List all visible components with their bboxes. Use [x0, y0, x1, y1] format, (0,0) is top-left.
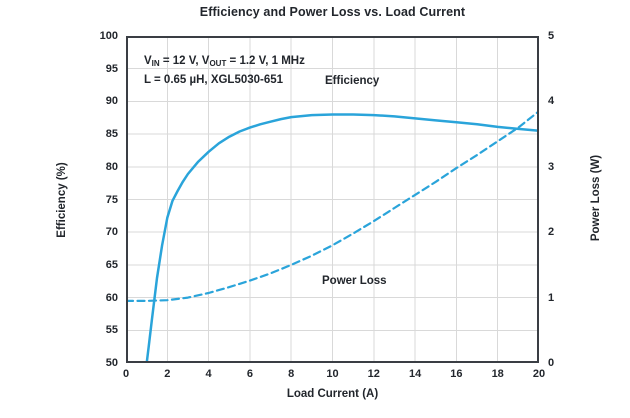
- right-tick-label: 2: [548, 226, 555, 239]
- left-tick-label: 60: [105, 291, 118, 304]
- x-tick-label: 14: [408, 368, 422, 380]
- right-tick-label: 0: [548, 357, 555, 369]
- efficiency-curve-label: Efficiency: [325, 75, 380, 87]
- left-tick-label: 65: [105, 258, 118, 271]
- efficiency-curve: [145, 113, 539, 363]
- right-tick-label: 5: [548, 30, 555, 42]
- x-tick-label: 18: [491, 368, 504, 380]
- power-loss-curve-label: Power Loss: [322, 275, 387, 287]
- x-tick-label: 2: [164, 368, 171, 380]
- left-tick-label: 75: [105, 193, 118, 206]
- left-tick-label: 95: [105, 62, 118, 75]
- x-tick-label: 12: [367, 368, 380, 380]
- left-tick-label: 50: [105, 357, 118, 369]
- chart-title: Efficiency and Power Loss vs. Load Curre…: [199, 5, 466, 19]
- right-axis-title: Power Loss (W): [590, 154, 602, 242]
- annotation-line-2: L = 0.65 µH, XGL5030-651: [144, 74, 284, 86]
- left-tick-label: 100: [99, 30, 118, 42]
- x-tick-label: 16: [450, 368, 463, 380]
- left-tick-label: 85: [105, 128, 118, 141]
- annotation-line-1: VIN = 12 V, VOUT = 1.2 V, 1 MHz: [144, 55, 305, 68]
- plot-area: [126, 36, 539, 363]
- right-tick-label: 3: [548, 160, 555, 173]
- x-tick-label: 20: [532, 368, 546, 380]
- left-tick-label: 70: [105, 226, 118, 239]
- right-tick-label: 1: [548, 291, 555, 304]
- x-tick-label: 8: [288, 368, 295, 380]
- right-tick-label: 4: [548, 95, 555, 108]
- x-tick-label: 6: [246, 368, 253, 380]
- conditions-annotation: VIN = 12 V, VOUT = 1.2 V, 1 MHz L = 0.65…: [144, 53, 305, 89]
- left-axis-title: Efficiency (%): [56, 162, 68, 238]
- x-tick-label: 0: [122, 368, 130, 380]
- x-axis-title: Load Current (A): [286, 388, 379, 400]
- left-tick-label: 55: [105, 324, 118, 337]
- power-loss-curve: [126, 110, 539, 302]
- left-tick-label: 90: [105, 95, 118, 108]
- x-tick-label: 10: [326, 368, 339, 380]
- x-tick-label: 4: [205, 368, 212, 380]
- left-tick-label: 80: [105, 160, 118, 173]
